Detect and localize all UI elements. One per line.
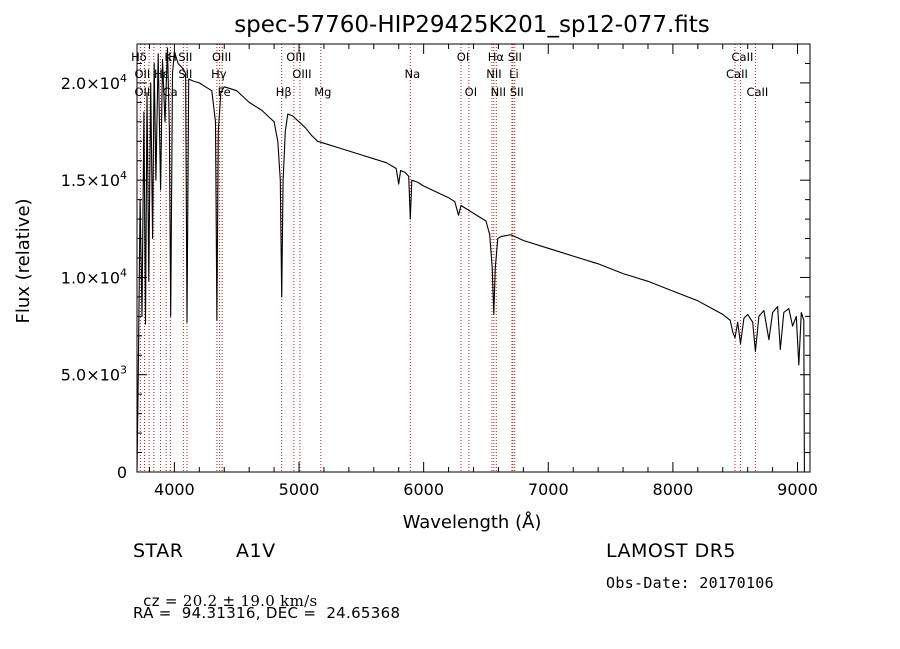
spectrum-line	[136, 47, 805, 473]
cz-plus-minus: ±	[217, 592, 241, 610]
x-tick-label: 8000	[653, 480, 694, 499]
x-tick-label: 4000	[154, 480, 195, 499]
line-label: OI	[457, 50, 469, 64]
line-label: NII	[486, 67, 501, 81]
line-label: CaII	[746, 85, 768, 99]
line-label: SII	[508, 50, 522, 64]
line-label: OII	[134, 85, 150, 99]
line-label: Hα	[488, 50, 505, 64]
line-label: SII	[178, 50, 192, 64]
object-class: STAR	[133, 540, 184, 562]
observation-date: Obs-Date: 20170106	[606, 574, 774, 592]
line-label: OI	[465, 85, 477, 99]
x-tick-label: 6000	[403, 480, 444, 499]
line-label: Ca	[163, 85, 178, 99]
line-label: CaII	[732, 50, 754, 64]
x-tick-label: 9000	[777, 480, 818, 499]
coordinates: RA = 94.31316, DEC = 24.65368	[133, 604, 401, 622]
line-label: SII	[510, 85, 524, 99]
plot-frame	[136, 43, 811, 473]
line-label: Hγ	[211, 67, 227, 81]
cz-label: cz =	[143, 592, 183, 610]
y-axis: 0 5.0×103 1.0×104 1.5×104 2.0×104	[61, 43, 810, 482]
emission-line-markers	[139, 44, 756, 472]
y-tick-label: 0	[117, 463, 127, 482]
line-label: Li	[509, 67, 519, 81]
cz-error: 19.0	[240, 592, 276, 610]
x-axis-label: Wavelength (Å)	[403, 511, 542, 533]
survey-name: LAMOST DR5	[606, 540, 736, 562]
line-label: OIII	[292, 67, 311, 81]
cz-unit: km/s	[275, 592, 318, 610]
y-tick-label: 2.0×104	[61, 72, 127, 93]
line-label: H	[168, 50, 177, 64]
line-label: Hβ	[276, 85, 292, 99]
x-axis: 4000 5000 6000 7000 8000 9000	[148, 44, 818, 499]
y-tick-label: 5.0×103	[61, 364, 127, 385]
y-tick-label: 1.5×104	[61, 169, 127, 190]
line-label: Hδ	[131, 50, 147, 64]
line-label: OIII	[212, 50, 231, 64]
redshift-readout: cz = 20.2 ± 19.0 km/s	[133, 574, 317, 610]
line-label: Na	[404, 67, 420, 81]
line-label: Mg	[314, 85, 331, 99]
spectral-subclass: A1V	[236, 540, 276, 562]
line-label: CaII	[726, 67, 748, 81]
x-tick-label: 5000	[279, 480, 320, 499]
line-label: OIII	[286, 50, 305, 64]
y-tick-label: 1.0×104	[61, 266, 127, 287]
y-axis-label: Flux (relative)	[13, 198, 34, 323]
line-label: NII	[491, 85, 506, 99]
spectrum-series	[136, 47, 805, 473]
line-label: OII	[134, 67, 150, 81]
chart-title: spec-57760-HIP29425K201_sp12-077.fits	[234, 12, 710, 38]
line-label: K	[164, 50, 172, 64]
cz-value: 20.2	[182, 592, 218, 610]
x-tick-label: 7000	[528, 480, 569, 499]
